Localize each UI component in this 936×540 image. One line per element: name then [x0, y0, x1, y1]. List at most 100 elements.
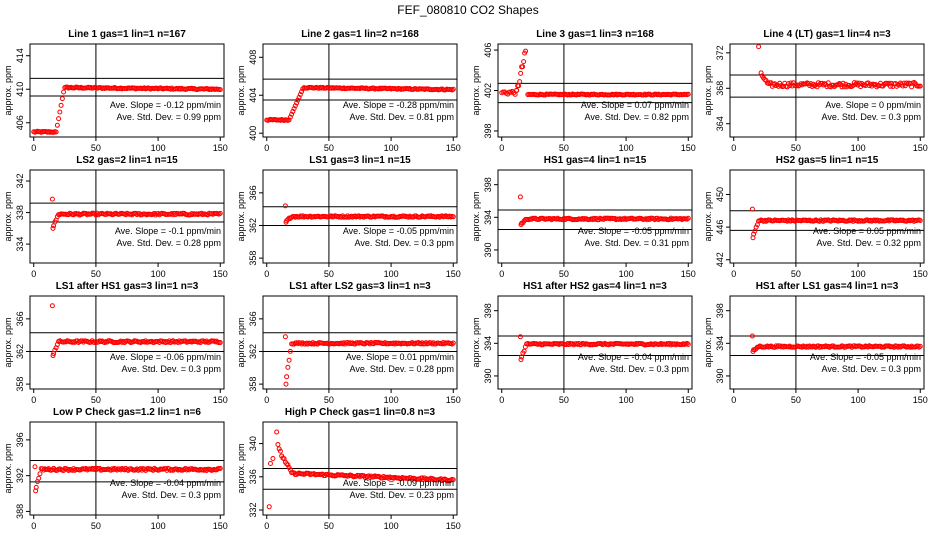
data-point: [275, 441, 281, 447]
ave-std-dev-text: Ave. Std. Dev. = 0.28 ppm: [350, 364, 454, 374]
x-tick-label: 50: [324, 143, 334, 153]
ave-slope-text: Ave. Slope = 0 ppm/min: [825, 100, 921, 110]
ave-std-dev-text: Ave. Std. Dev. = 0.3 ppm: [122, 364, 221, 374]
y-tick-label: 388: [15, 504, 25, 519]
y-axis-label: approx. ppm: [3, 65, 13, 115]
y-tick-label: 364: [715, 116, 725, 131]
x-tick-label: 50: [559, 269, 569, 279]
panel-title: HS1 after HS2 gas=4 lin=1 n=3: [523, 281, 667, 292]
x-tick-label: 0: [264, 395, 269, 405]
data-point: [284, 218, 290, 224]
y-tick-label: 342: [15, 174, 25, 189]
y-axis-label: approx. ppm: [703, 191, 713, 241]
x-tick-label: 100: [151, 395, 166, 405]
y-tick-label: 366: [15, 311, 25, 326]
y-tick-label: 332: [248, 503, 258, 518]
chart-panel: LS1 gas=3 lin=1 n=15 approx. ppm 0 50 100 150…: [236, 155, 461, 279]
data-point: [874, 84, 880, 90]
x-tick-label: 150: [213, 521, 228, 531]
chart-panel: LS2 gas=2 lin=1 n=15 approx. ppm 0 50 100 150…: [3, 155, 228, 279]
chart-panel: Line 1 gas=1 lin=1 n=167 approx. ppm 0 50 10…: [3, 29, 228, 153]
y-tick-label: 400: [248, 126, 258, 141]
data-point: [37, 471, 43, 477]
y-tick-label: 362: [248, 218, 258, 233]
data-point: [518, 357, 524, 363]
x-tick-label: 50: [91, 269, 101, 279]
y-tick-label: 362: [15, 344, 25, 359]
x-tick-label: 0: [499, 395, 504, 405]
chart-panel: HS1 gas=4 lin=1 n=15 approx. ppm 0 50 100 150…: [471, 155, 696, 279]
y-tick-label: 336: [248, 469, 258, 484]
ave-std-dev-text: Ave. Std. Dev. = 0.3 ppm: [822, 364, 921, 374]
x-tick-label: 150: [213, 143, 228, 153]
data-point: [518, 70, 524, 76]
x-tick-label: 0: [731, 143, 736, 153]
chart-panel: LS1 after HS1 gas=3 lin=1 n=3 approx. ppm…: [3, 281, 228, 405]
x-tick-label: 100: [851, 395, 866, 405]
x-tick-label: 50: [559, 395, 569, 405]
data-point: [865, 80, 871, 86]
y-axis-label: approx. ppm: [471, 65, 481, 115]
x-tick-label: 50: [791, 143, 801, 153]
data-point: [49, 303, 55, 309]
y-tick-label: 406: [483, 43, 493, 58]
data-point: [286, 117, 292, 123]
ave-std-dev-text: Ave. Std. Dev. = 0.28 ppm: [117, 238, 221, 248]
ave-slope-text: Ave. Slope = -0.12 ppm/min: [110, 100, 221, 110]
ave-std-dev-text: Ave. Std. Dev. = 0.3 ppm: [122, 490, 221, 500]
x-tick-label: 0: [264, 269, 269, 279]
x-tick-label: 100: [851, 269, 866, 279]
ave-slope-text: Ave. Slope = -0.04 ppm/min: [578, 352, 689, 362]
data-point: [850, 83, 856, 89]
data-point: [517, 194, 523, 200]
y-tick-label: 394: [483, 336, 493, 351]
data-point: [284, 374, 290, 380]
ave-slope-text: Ave. Slope = -0.05 ppm/min: [578, 226, 689, 236]
data-point: [54, 122, 60, 128]
ave-slope-text: Ave. Slope = 0.01 ppm/min: [346, 352, 454, 362]
x-tick-label: 100: [151, 269, 166, 279]
panel-title: LS2 gas=2 lin=1 n=15: [76, 155, 178, 166]
data-point: [266, 504, 272, 510]
data-point: [282, 203, 288, 209]
panel-title: HS2 gas=5 lin=1 n=15: [776, 155, 879, 166]
x-tick-label: 150: [913, 395, 928, 405]
data-point: [274, 429, 280, 435]
data-point: [915, 343, 921, 349]
data-point: [286, 357, 292, 363]
ave-slope-text: Ave. Slope = -0.05 ppm/min: [810, 352, 921, 362]
y-tick-label: 398: [715, 303, 725, 318]
plot-frame: [262, 43, 458, 138]
ave-std-dev-text: Ave. Std. Dev. = 0.3 ppm: [590, 364, 689, 374]
y-tick-label: 372: [715, 45, 725, 60]
data-point: [685, 215, 691, 221]
y-tick-label: 358: [248, 377, 258, 392]
data-point: [808, 81, 814, 87]
y-tick-label: 338: [15, 205, 25, 220]
x-tick-label: 150: [213, 269, 228, 279]
x-tick-label: 100: [384, 521, 399, 531]
data-point: [49, 196, 55, 202]
data-point: [756, 44, 762, 50]
ave-std-dev-text: Ave. Std. Dev. = 0.31 ppm: [585, 238, 689, 248]
data-point: [749, 333, 755, 339]
data-point: [217, 210, 223, 216]
data-point: [749, 206, 755, 212]
y-axis-label: approx. ppm: [3, 443, 13, 493]
x-tick-label: 100: [384, 395, 399, 405]
data-point: [685, 91, 691, 97]
plot-frame: [497, 295, 693, 390]
data-point: [296, 94, 302, 100]
data-point: [50, 225, 56, 231]
y-axis-label: approx. ppm: [471, 317, 481, 367]
panel-title: HS1 after LS1 gas=4 lin=1 n=3: [756, 281, 899, 292]
data-point: [449, 341, 455, 347]
panel-title: LS1 gas=3 lin=1 n=15: [309, 155, 411, 166]
data-point: [777, 80, 783, 86]
y-tick-label: 358: [15, 377, 25, 392]
data-point: [685, 341, 691, 347]
x-tick-label: 0: [31, 269, 36, 279]
y-tick-label: 450: [715, 187, 725, 202]
x-tick-label: 50: [324, 395, 334, 405]
